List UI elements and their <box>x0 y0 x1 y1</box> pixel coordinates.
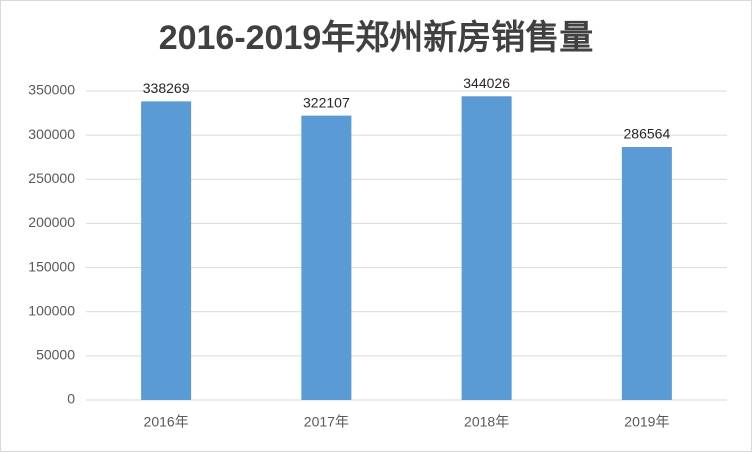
value-label: 344026 <box>463 75 510 91</box>
chart-title: 2016-2019年郑州新房销售量 <box>159 19 594 57</box>
y-tick-label: 100000 <box>28 302 75 318</box>
y-tick-label: 0 <box>67 391 75 407</box>
value-label: 338269 <box>143 80 190 96</box>
y-tick-label: 350000 <box>28 82 75 98</box>
value-label: 286564 <box>624 126 671 142</box>
bar <box>301 115 352 400</box>
value-label: 322107 <box>303 94 350 110</box>
y-tick-label: 200000 <box>28 214 75 230</box>
y-tick-label: 50000 <box>36 347 75 363</box>
x-tick-label: 2017年 <box>304 414 349 430</box>
bar <box>141 101 192 400</box>
x-tick-label: 2018年 <box>464 414 509 430</box>
bar <box>461 96 512 401</box>
y-tick-label: 300000 <box>28 126 75 142</box>
x-tick-label: 2016年 <box>144 414 189 430</box>
y-tick-label: 150000 <box>28 258 75 274</box>
bar <box>621 147 672 400</box>
y-tick-label: 250000 <box>28 170 75 186</box>
x-tick-label: 2019年 <box>624 414 669 430</box>
